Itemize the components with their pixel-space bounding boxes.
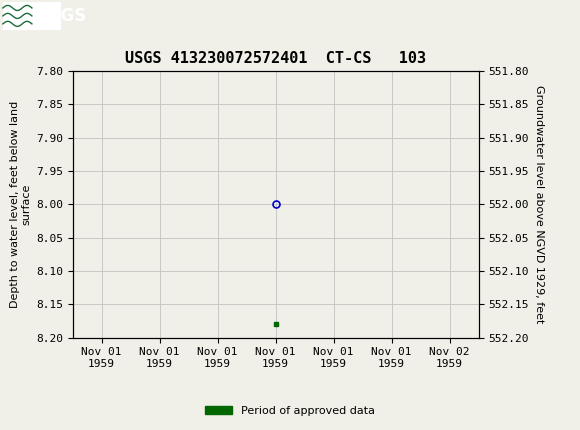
Bar [3,2,61,30]
Title: USGS 413230072572401  CT-CS   103: USGS 413230072572401 CT-CS 103 [125,51,426,66]
Y-axis label: Depth to water level, feet below land
surface: Depth to water level, feet below land su… [10,101,32,308]
Y-axis label: Groundwater level above NGVD 1929, feet: Groundwater level above NGVD 1929, feet [534,85,544,323]
Text: USGS: USGS [36,7,87,25]
Legend: Period of approved data: Period of approved data [200,401,380,420]
